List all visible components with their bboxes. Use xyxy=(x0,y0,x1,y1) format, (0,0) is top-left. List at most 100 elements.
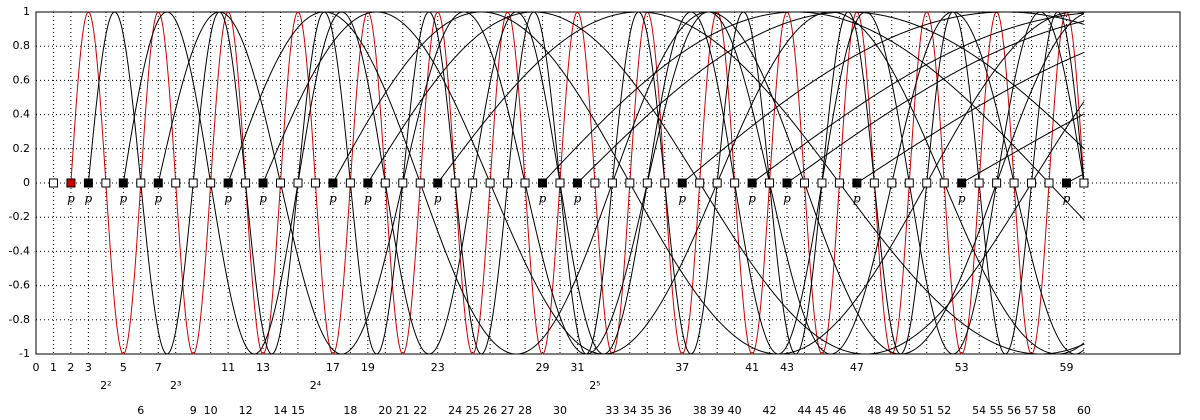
x-tick-label: 13 xyxy=(256,361,270,374)
prime-wave xyxy=(227,11,1085,355)
x-tick-label: 55 xyxy=(990,404,1004,417)
x-tick-label: 31 xyxy=(570,361,584,374)
x-tick-label: 2⁴ xyxy=(310,379,322,392)
x-tick-label: 24 xyxy=(448,404,462,417)
x-tick-label: 30 xyxy=(553,404,567,417)
y-tick-label: 0.8 xyxy=(13,39,31,52)
x-tick-label: 19 xyxy=(361,361,375,374)
x-tick-label: 39 xyxy=(710,404,724,417)
y-tick-label: 0.4 xyxy=(13,108,31,121)
x-tick-label: 52 xyxy=(937,404,951,417)
y-tick-label: 0 xyxy=(23,176,30,189)
marker xyxy=(223,178,233,188)
marker xyxy=(258,178,268,188)
y-tick-label: 0.2 xyxy=(13,142,31,155)
marker xyxy=(747,178,757,188)
marker xyxy=(363,178,373,188)
marker xyxy=(590,178,600,188)
marker xyxy=(310,178,320,188)
marker xyxy=(1079,178,1089,188)
prime-label: p xyxy=(329,192,337,206)
marker xyxy=(957,178,967,188)
prime-wave xyxy=(262,11,1085,355)
labels: -1-0.8-0.6-0.4-0.200.20.40.60.810 1 2 32²56… xyxy=(9,5,1091,417)
prime-label: p xyxy=(539,192,547,206)
x-tick-label: 2² xyxy=(100,379,111,392)
marker xyxy=(118,178,128,188)
x-tick-label: 3 xyxy=(85,361,92,374)
y-tick-label: -1 xyxy=(19,347,30,360)
markers xyxy=(48,178,1089,188)
x-tick-label: 41 xyxy=(745,361,759,374)
marker xyxy=(555,178,565,188)
marker xyxy=(834,178,844,188)
prime-label: p xyxy=(85,192,93,206)
marker xyxy=(328,178,338,188)
x-tick-label: 26 xyxy=(483,404,497,417)
prime-wave xyxy=(332,11,1085,355)
prime-label: p xyxy=(853,192,861,206)
marker xyxy=(572,178,582,188)
x-tick-label: 34 xyxy=(623,404,637,417)
marker xyxy=(1027,178,1037,188)
x-tick-label: 50 xyxy=(902,404,916,417)
marker xyxy=(660,178,670,188)
curves xyxy=(70,11,1085,355)
x-tick-label: 47 xyxy=(850,361,864,374)
marker xyxy=(799,178,809,188)
x-tick-label: 27 xyxy=(501,404,515,417)
marker xyxy=(869,178,879,188)
prime-label: p xyxy=(1063,192,1071,206)
x-tick-label: 53 xyxy=(955,361,969,374)
x-tick-label: 7 xyxy=(155,361,162,374)
x-tick-label: 60 xyxy=(1077,404,1091,417)
marker xyxy=(188,178,198,188)
x-tick-label: 38 xyxy=(693,404,707,417)
grid xyxy=(36,11,1180,355)
x-tick-label: 18 xyxy=(343,404,357,417)
prime-label: p xyxy=(748,192,756,206)
marker xyxy=(538,178,548,188)
marker xyxy=(48,178,58,188)
marker xyxy=(433,178,443,188)
x-tick-label: 9 xyxy=(190,404,197,417)
y-tick-label: -0.8 xyxy=(9,313,30,326)
x-tick-label: 12 xyxy=(239,404,253,417)
marker xyxy=(380,178,390,188)
y-tick-label: -0.2 xyxy=(9,210,30,223)
x-tick-label: 2 xyxy=(67,361,74,374)
marker xyxy=(1061,178,1071,188)
marker xyxy=(153,178,163,188)
marker xyxy=(607,178,617,188)
marker xyxy=(782,178,792,188)
prime-wave xyxy=(577,11,1085,184)
marker xyxy=(398,178,408,188)
marker xyxy=(415,178,425,188)
marker xyxy=(171,178,181,188)
marker xyxy=(136,178,146,188)
y-tick-label: -0.6 xyxy=(9,279,30,292)
x-tick-label: 1 xyxy=(50,361,57,374)
x-tick-label: 45 xyxy=(815,404,829,417)
x-tick-label: 11 xyxy=(221,361,235,374)
prime-wave xyxy=(157,11,1085,355)
marker xyxy=(852,178,862,188)
x-tick-label: 40 xyxy=(728,404,742,417)
prime-label: p xyxy=(783,192,791,206)
x-tick-label: 6 xyxy=(137,404,144,417)
prime-label: p xyxy=(434,192,442,206)
x-tick-label: 25 xyxy=(466,404,480,417)
prime-label: p xyxy=(154,192,162,206)
prime-label: p xyxy=(224,192,232,206)
marker xyxy=(992,178,1002,188)
x-tick-label: 42 xyxy=(763,404,777,417)
prime-label: p xyxy=(67,192,75,206)
x-tick-label: 20 xyxy=(378,404,392,417)
marker xyxy=(974,178,984,188)
x-tick-label: 14 xyxy=(274,404,288,417)
x-tick-label: 57 xyxy=(1025,404,1039,417)
prime-label: p xyxy=(119,192,127,206)
x-tick-label: 36 xyxy=(658,404,672,417)
x-tick-label: 28 xyxy=(518,404,532,417)
prime-label: p xyxy=(574,192,582,206)
